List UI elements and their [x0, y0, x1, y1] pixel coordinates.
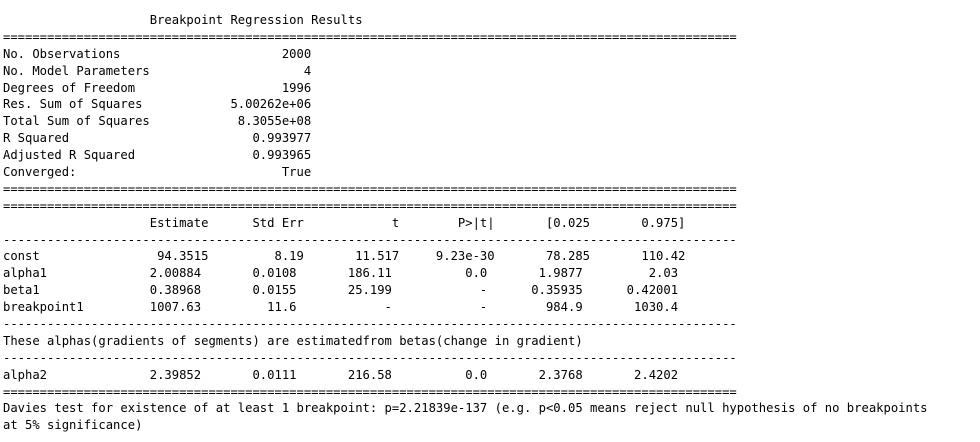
davies-test-line-continued: at 5% significance) — [3, 418, 143, 433]
alphas-note: These alphas(gradients of segments) are … — [3, 333, 583, 348]
results-title: Breakpoint Regression Results — [3, 13, 510, 27]
summary-row-degrees-of-freedom: Degrees of Freedom 1996 — [3, 80, 312, 95]
divider-single: ----------------------------------------… — [3, 350, 737, 365]
coef-row-const: const 94.3515 8.19 11.517 9.23e-30 78.28… — [3, 249, 686, 264]
coef-row-beta1: beta1 0.38968 0.0155 25.199 - 0.35935 0.… — [3, 283, 679, 298]
divider-single: ----------------------------------------… — [3, 232, 737, 247]
summary-row-converged: Converged: True — [3, 165, 312, 180]
davies-test-line: Davies test for existence of at least 1 … — [3, 401, 928, 416]
summary-row-model-parameters: No. Model Parameters 4 — [3, 63, 312, 78]
divider-single: ----------------------------------------… — [3, 317, 737, 332]
summary-row-res-sum-squares: Res. Sum of Squares 5.00262e+06 — [3, 97, 312, 112]
coef-row-breakpoint1: breakpoint1 1007.63 11.6 - - 984.9 1030.… — [3, 300, 679, 315]
regression-results-output: Breakpoint Regression Results ==========… — [3, 12, 928, 434]
divider-double: ========================================… — [3, 384, 737, 399]
summary-row-adjusted-r-squared: Adjusted R Squared 0.993965 — [3, 148, 312, 163]
coef-row-alpha1: alpha1 2.00884 0.0108 186.11 0.0 1.9877 … — [3, 266, 679, 281]
summary-row-r-squared: R Squared 0.993977 — [3, 131, 312, 146]
divider-double: ========================================… — [3, 198, 737, 213]
summary-row-observations: No. Observations 2000 — [3, 46, 312, 61]
summary-row-total-sum-squares: Total Sum of Squares 8.3055e+08 — [3, 114, 312, 129]
coef-row-alpha2: alpha2 2.39852 0.0111 216.58 0.0 2.3768 … — [3, 367, 679, 382]
divider-double: ========================================… — [3, 29, 737, 44]
coef-table-header: Estimate Std Err t P>|t| [0.025 0.975] — [3, 215, 686, 230]
divider-double: ========================================… — [3, 181, 737, 196]
